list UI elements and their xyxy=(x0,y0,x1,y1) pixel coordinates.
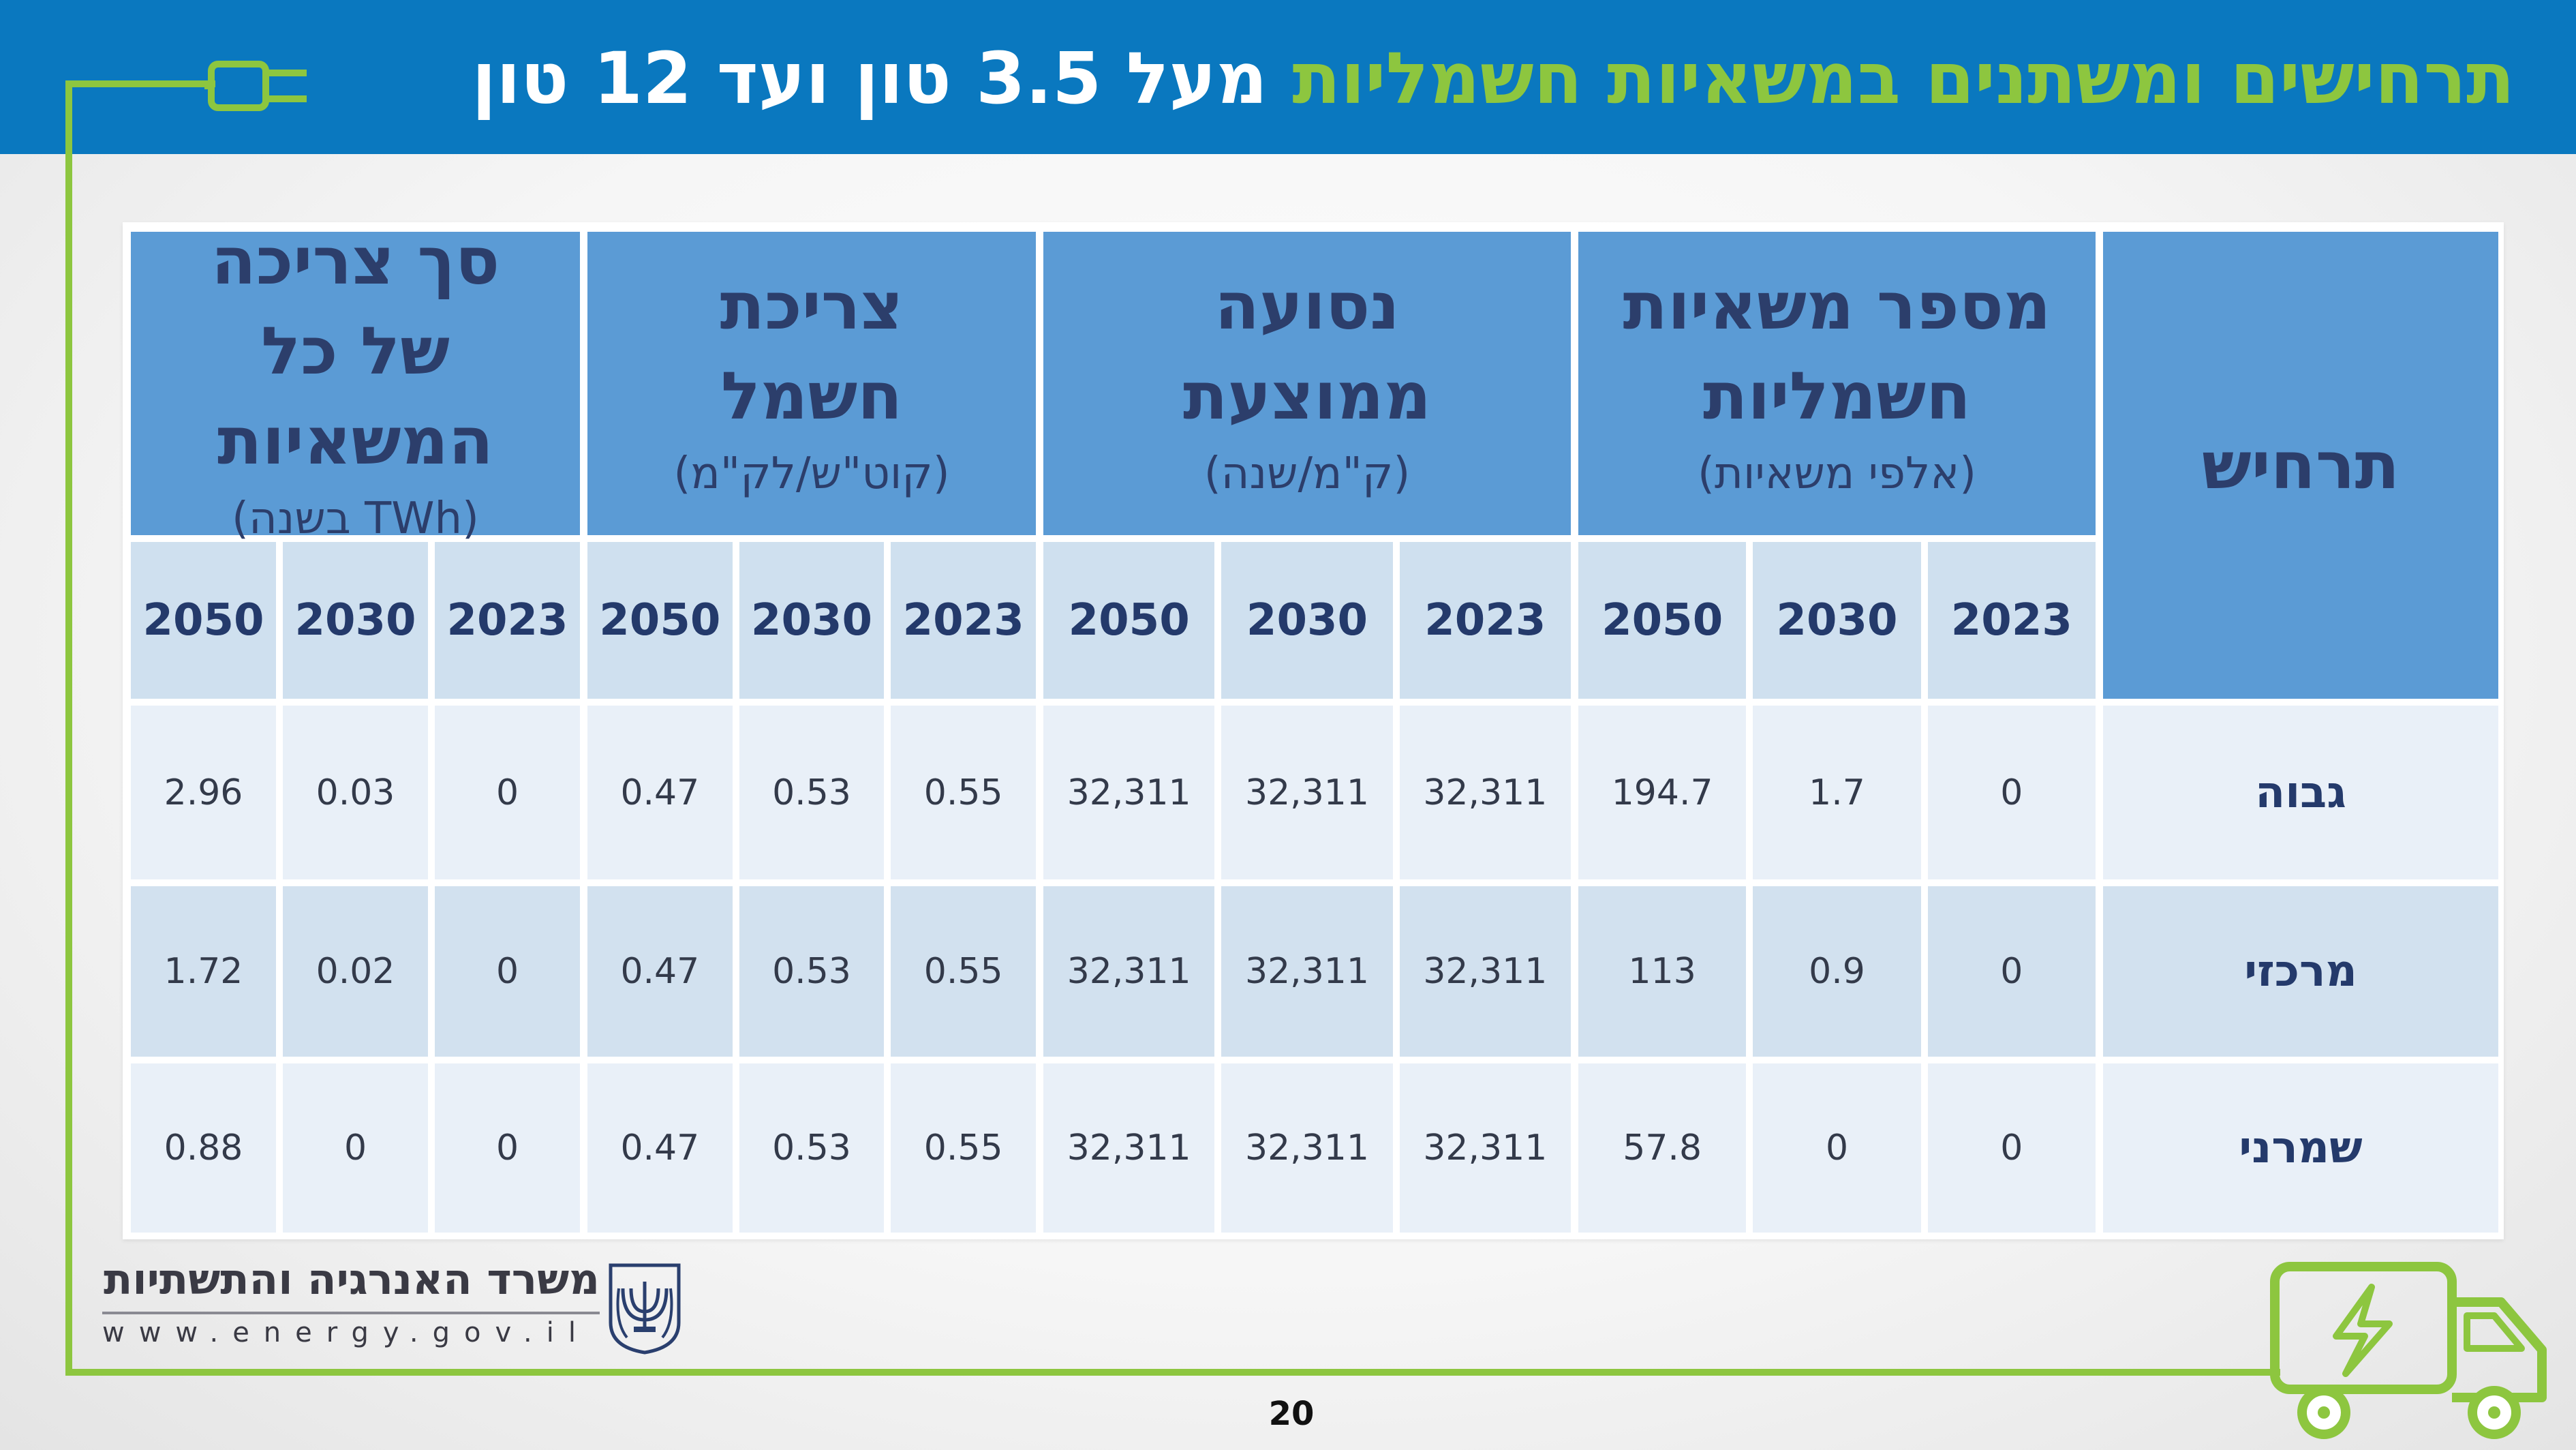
table-cell-value: 0 xyxy=(1927,1063,2096,1233)
table-cell-value: 32,311 xyxy=(1221,1063,1393,1233)
table-cell-value: 0.47 xyxy=(587,1063,733,1233)
table-cell-value: 32,311 xyxy=(1399,1063,1571,1233)
table-cell-value: 1.72 xyxy=(131,886,276,1057)
group-unit: (קוט"ש/לק"מ) xyxy=(673,448,950,499)
table-cell-value: 32,311 xyxy=(1221,706,1393,879)
group-header: נסועה ממוצעת (ק"מ/שנה) xyxy=(1043,232,1571,535)
year-header: 2050 xyxy=(587,542,733,699)
year-header: 2050 xyxy=(1043,542,1215,699)
table-cell-value: 2.96 xyxy=(131,706,276,879)
group-unit: (TWh בשנה) xyxy=(232,493,479,544)
table-cell-value: 57.8 xyxy=(1578,1063,1747,1233)
table-cell-value: 32,311 xyxy=(1043,1063,1215,1233)
ministry-name: משרד האנרגיה והתשתיות xyxy=(103,1254,600,1304)
scenario-header: תרחיש xyxy=(2103,232,2498,699)
table-cell-value: 0.53 xyxy=(739,1063,885,1233)
table-cell-value: 0.03 xyxy=(283,706,428,879)
table-cell-value: 0.02 xyxy=(283,886,428,1057)
year-header: 2030 xyxy=(1221,542,1393,699)
title-green-part: תרחישים ומשתנים במשאיות חשמליות xyxy=(1292,37,2515,120)
ministry-divider xyxy=(102,1312,600,1314)
table-cell-value: 0 xyxy=(1753,1063,1921,1233)
table-cell-value: 0.88 xyxy=(131,1063,276,1233)
year-header: 2023 xyxy=(1927,542,2096,699)
table-cell-value: 0.53 xyxy=(739,886,885,1057)
table-cell-value: 32,311 xyxy=(1043,886,1215,1057)
table-cell-value: 0 xyxy=(1927,886,2096,1057)
menorah-emblem-icon xyxy=(609,1263,681,1355)
scenario-name: שמרני xyxy=(2103,1063,2498,1233)
table-cell-value: 0 xyxy=(1927,706,2096,879)
title-white-part: מעל 3.5 טון ועד 12 טון xyxy=(472,37,1293,120)
table-cell-value: 32,311 xyxy=(1043,706,1215,879)
table-cell-value: 1.7 xyxy=(1753,706,1921,879)
year-header: 2050 xyxy=(131,542,276,699)
cable-line xyxy=(65,80,215,87)
scenario-name: מרכזי xyxy=(2103,886,2498,1057)
table-cell-value: 0.47 xyxy=(587,886,733,1057)
group-title: צריכת חשמל xyxy=(720,267,904,434)
year-header: 2023 xyxy=(1399,542,1571,699)
table-cell-value: 194.7 xyxy=(1578,706,1747,879)
table-cell-value: 0.47 xyxy=(587,706,733,879)
table-cell-value: 0 xyxy=(283,1063,428,1233)
group-unit: (אלפי משאיות) xyxy=(1697,448,1977,499)
year-header: 2050 xyxy=(1578,542,1747,699)
table-cell-value: 32,311 xyxy=(1221,886,1393,1057)
table-cell-value: 0.55 xyxy=(891,1063,1036,1233)
table-cell-value: 32,311 xyxy=(1399,706,1571,879)
table-cell-value: 0.55 xyxy=(891,706,1036,879)
group-header: מספר משאיות חשמליות (אלפי משאיות) xyxy=(1578,232,2096,535)
year-header: 2030 xyxy=(739,542,885,699)
group-title: מספר משאיות חשמליות xyxy=(1623,267,2051,434)
table-cell-value: 0.53 xyxy=(739,706,885,879)
table-cell-value: 32,311 xyxy=(1399,886,1571,1057)
table-cell-value: 0 xyxy=(435,886,580,1057)
year-header: 2030 xyxy=(283,542,428,699)
header-bar xyxy=(0,0,2576,154)
ministry-website: www.energy.gov.il xyxy=(102,1317,590,1348)
year-header: 2023 xyxy=(891,542,1036,699)
table-cell-value: 0 xyxy=(435,1063,580,1233)
cable-line xyxy=(65,80,72,1376)
group-header: סך צריכה של כל המשאיות (TWh בשנה) xyxy=(131,223,580,544)
page-number: 20 xyxy=(1268,1395,1315,1433)
table-cell-value: 0.9 xyxy=(1753,886,1921,1057)
table-cell-value: 0.55 xyxy=(891,886,1036,1057)
year-header: 2023 xyxy=(435,542,580,699)
group-title: נסועה ממוצעת xyxy=(1182,267,1432,434)
cable-line xyxy=(65,1369,2280,1376)
truck-icon xyxy=(2270,1262,2547,1439)
group-header: צריכת חשמל (קוט"ש/לק"מ) xyxy=(587,232,1036,535)
plug-icon xyxy=(204,61,307,111)
scenario-name: גבוה xyxy=(2103,706,2498,879)
table-cell-value: 113 xyxy=(1578,886,1747,1057)
table-cell-value: 0 xyxy=(435,706,580,879)
group-unit: (ק"מ/שנה) xyxy=(1203,448,1411,499)
group-title: סך צריכה של כל המשאיות xyxy=(211,222,500,479)
page-title: תרחישים ומשתנים במשאיות חשמליות מעל 3.5 … xyxy=(472,27,2515,130)
year-header: 2030 xyxy=(1753,542,1921,699)
